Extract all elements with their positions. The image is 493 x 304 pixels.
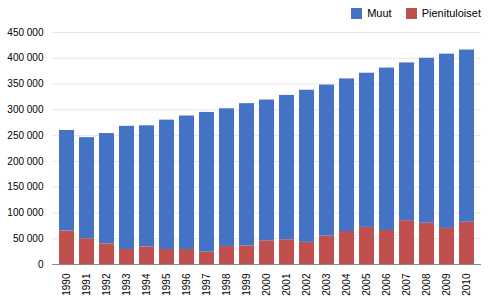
svg-text:2006: 2006: [381, 273, 392, 296]
svg-text:1998: 1998: [221, 273, 232, 296]
svg-text:2003: 2003: [321, 273, 332, 296]
svg-text:1990: 1990: [61, 273, 72, 296]
svg-text:200 000: 200 000: [7, 156, 44, 167]
svg-text:450 000: 450 000: [7, 27, 44, 38]
html-text:Pienituloiset: Pienituloiset: [421, 7, 481, 19]
svg-text:100 000: 100 000: [7, 207, 44, 218]
svg-text:2002: 2002: [301, 273, 312, 296]
svg-text:50 000: 50 000: [13, 233, 44, 244]
svg-text:1997: 1997: [201, 273, 212, 296]
svg-text:0: 0: [38, 259, 44, 270]
svg-text:350 000: 350 000: [7, 78, 44, 89]
svg-text:1999: 1999: [241, 273, 252, 296]
svg-text:2010: 2010: [461, 273, 472, 296]
svg-text:150 000: 150 000: [7, 181, 44, 192]
svg-text:1992: 1992: [101, 273, 112, 296]
svg-text:1994: 1994: [141, 273, 152, 296]
svg-text:2007: 2007: [401, 273, 412, 296]
svg-text:1991: 1991: [81, 273, 92, 296]
svg-text:2009: 2009: [441, 273, 452, 296]
svg-text:2000: 2000: [261, 273, 272, 296]
svg-text:1996: 1996: [181, 273, 192, 296]
svg-text:1993: 1993: [121, 273, 132, 296]
svg-text:1995: 1995: [161, 273, 172, 296]
svg-text:2008: 2008: [421, 273, 432, 296]
svg-text:2005: 2005: [361, 273, 372, 296]
svg-text:250 000: 250 000: [7, 130, 44, 141]
svg-text:400 000: 400 000: [7, 52, 44, 63]
html-text:Muut: Muut: [367, 7, 392, 19]
svg-text:2004: 2004: [341, 273, 352, 296]
svg-text:2001: 2001: [281, 273, 292, 296]
svg-text:300 000: 300 000: [7, 104, 44, 115]
